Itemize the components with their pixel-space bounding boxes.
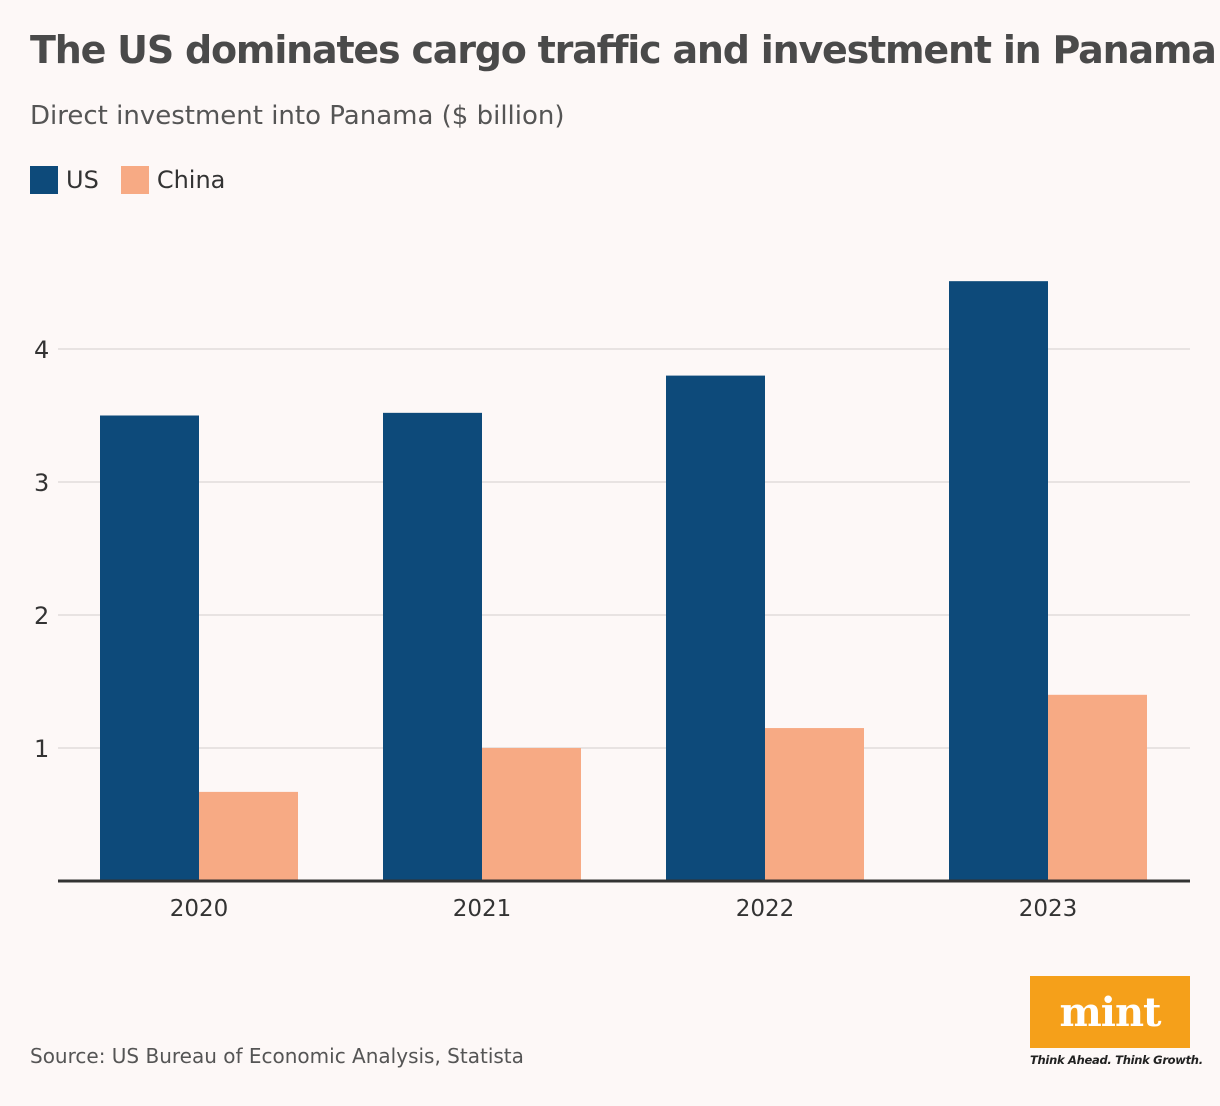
x-tick-label: 2021 — [453, 896, 512, 922]
y-tick-label: 3 — [34, 469, 49, 497]
bar-us-2021 — [383, 412, 482, 881]
bar-us-2020 — [100, 415, 199, 881]
y-tick-label: 1 — [34, 735, 49, 763]
x-tick-label: 2020 — [170, 896, 229, 922]
logo-box: mint — [1030, 976, 1190, 1048]
legend-item-china: China — [120, 166, 226, 194]
bar-china-2020 — [199, 791, 298, 881]
bar-china-2021 — [482, 748, 581, 881]
bar-us-2022 — [666, 375, 765, 881]
y-tick-label: 4 — [34, 336, 49, 364]
legend-label-us: US — [66, 166, 99, 194]
bar-us-2023 — [949, 281, 1048, 881]
x-tick-label: 2022 — [736, 896, 795, 922]
bar-china-2023 — [1048, 694, 1147, 881]
bar-china-2022 — [765, 728, 864, 881]
mint-logo: mint Think Ahead. Think Growth. — [1030, 976, 1203, 1067]
chart-subtitle: Direct investment into Panama ($ billion… — [30, 101, 565, 131]
logo-wordmark: mint — [1059, 988, 1161, 1036]
bar-chart: 1 2 3 4 2020 2021 2022 2023 — [34, 281, 1190, 922]
chart-legend: US China — [30, 166, 247, 194]
legend-item-us: US — [30, 166, 99, 194]
chart-title: The US dominates cargo traffic and inves… — [30, 28, 1217, 72]
legend-label-china: China — [156, 166, 226, 194]
x-tick-label: 2023 — [1019, 896, 1078, 922]
legend-swatch-us — [30, 166, 58, 194]
legend-swatch-china — [120, 166, 149, 194]
y-tick-label: 2 — [34, 602, 49, 630]
source-note: Source: US Bureau of Economic Analysis, … — [30, 1044, 524, 1068]
logo-tagline: Think Ahead. Think Growth. — [1030, 1053, 1203, 1067]
